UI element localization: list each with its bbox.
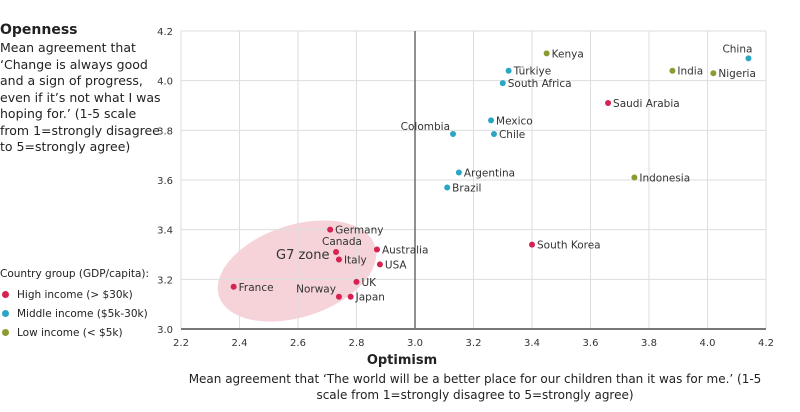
data-label: Brazil: [452, 182, 481, 194]
y-tick-label: 3.0: [157, 325, 173, 336]
data-label: Italy: [344, 254, 367, 266]
data-label: Japan: [355, 292, 385, 304]
y-tick-label: 3.4: [157, 226, 173, 237]
data-point-india: [669, 67, 676, 74]
data-label: China: [722, 43, 752, 55]
data-label: India: [677, 66, 703, 78]
legend-title: Country group (GDP/capita):: [0, 268, 150, 280]
data-point-usa: [376, 261, 383, 268]
legend-marker: [2, 329, 9, 336]
y-tick-label: 4.0: [157, 77, 173, 88]
data-point-nigeria: [710, 70, 717, 77]
g7-zone-label: G7 zone: [276, 248, 330, 263]
y-tick-label: 3.2: [157, 275, 173, 286]
legend-marker: [2, 310, 9, 317]
data-point-kenya: [543, 50, 550, 57]
data-point-italy: [335, 256, 342, 263]
legend-item-high: High income (> $30k): [0, 285, 149, 304]
x-tick-label: 3.8: [641, 338, 657, 349]
x-tick-label: 4.2: [758, 338, 774, 349]
y-tick-label: 4.2: [157, 27, 173, 38]
data-point-japan: [347, 293, 354, 300]
x-axis-title: Optimism: [366, 353, 438, 368]
data-point-mexico: [488, 117, 495, 124]
data-label: Argentina: [464, 168, 515, 180]
data-point-france: [230, 283, 237, 290]
data-point-chile: [490, 131, 497, 138]
data-label: Kenya: [552, 48, 584, 60]
data-point-south-korea: [529, 241, 535, 248]
x-tick-label: 3.2: [466, 338, 482, 349]
data-label: France: [239, 282, 274, 294]
data-label: Nigeria: [718, 68, 756, 80]
data-label: Canada: [322, 236, 362, 248]
data-label: South Korea: [537, 240, 601, 252]
data-label: UK: [362, 277, 378, 289]
data-label: Australia: [382, 245, 428, 257]
data-point-türkiye: [505, 67, 512, 74]
data-point-saudi-arabia: [605, 100, 612, 107]
x-tick-label: 2.8: [349, 338, 365, 349]
data-point-indonesia: [631, 174, 638, 181]
y-axis-title: Openness: [0, 22, 78, 38]
legend-marker: [2, 291, 9, 298]
x-tick-label: 2.6: [290, 338, 306, 349]
legend: Country group (GDP/capita): High income …: [0, 268, 149, 342]
data-point-brazil: [444, 184, 451, 191]
data-label: Saudi Arabia: [613, 98, 680, 110]
data-label: USA: [385, 259, 408, 271]
legend-label: High income (> $30k): [17, 288, 133, 301]
legend-item-low: Low income (< $5k): [0, 323, 149, 342]
data-label: Mexico: [496, 115, 533, 127]
data-point-china: [745, 55, 752, 62]
x-tick-label: 4.0: [700, 338, 716, 349]
data-point-norway: [335, 293, 342, 300]
data-point-argentina: [455, 169, 462, 176]
data-label: Germany: [335, 225, 383, 237]
y-tick-label: 3.8: [157, 126, 173, 137]
data-label: Türkiye: [513, 66, 552, 78]
x-tick-label: 3.6: [583, 338, 599, 349]
data-point-south-africa: [499, 80, 506, 87]
data-point-germany: [327, 226, 334, 233]
data-label: South Africa: [508, 78, 572, 90]
x-axis-description: Mean agreement that ‘The world will be a…: [188, 372, 762, 402]
legend-item-middle: Middle income ($5k-30k): [0, 304, 149, 323]
data-label: Norway: [296, 284, 336, 296]
x-tick-label: 2.4: [232, 338, 248, 349]
x-tick-label: 3.0: [407, 338, 423, 349]
data-label: Indonesia: [639, 173, 690, 185]
data-point-uk: [353, 278, 360, 285]
data-label: Colombia: [401, 121, 450, 133]
data-point-australia: [373, 246, 380, 253]
data-point-canada: [333, 249, 340, 256]
y-axis-description: Mean agreement that ‘Change is always go…: [0, 40, 161, 154]
legend-label: Middle income ($5k-30k): [17, 307, 148, 320]
x-tick-label: 3.4: [524, 338, 540, 349]
x-tick-label: 2.2: [173, 338, 189, 349]
g7-zone-ellipse: [217, 220, 377, 322]
y-tick-label: 3.6: [157, 176, 173, 187]
legend-label: Low income (< $5k): [17, 326, 123, 339]
data-label: Chile: [499, 129, 525, 141]
data-point-colombia: [450, 131, 457, 138]
